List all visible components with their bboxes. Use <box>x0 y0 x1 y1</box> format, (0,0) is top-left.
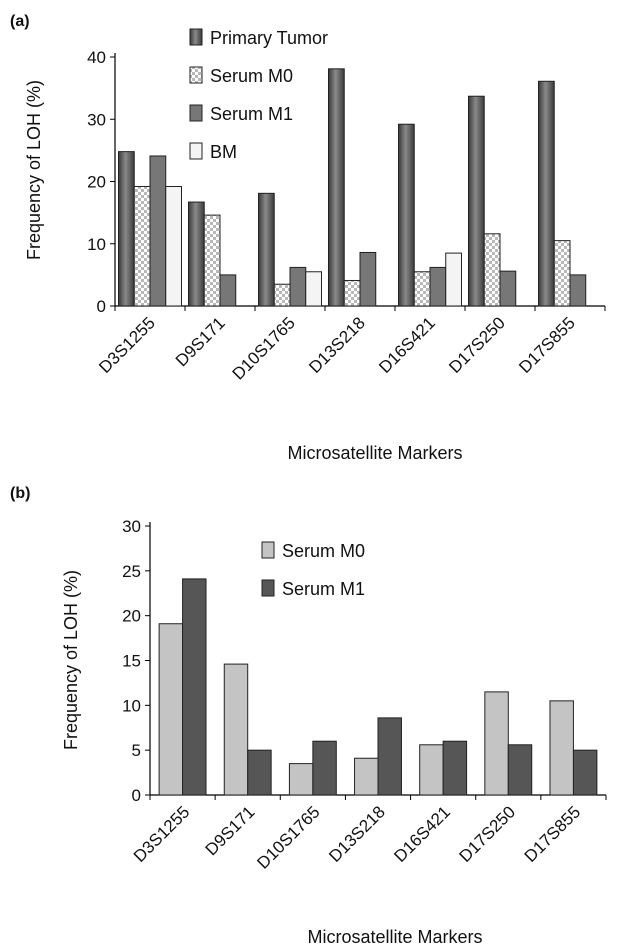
y-axis-title-b: Frequency of LOH (%) <box>61 570 81 750</box>
bar-primary-tumor-d9s171 <box>188 201 205 307</box>
bar-primary-tumor-d17s855 <box>538 80 555 307</box>
panel-label-b: (b) <box>10 485 30 502</box>
bar-serum-m1-d13s218 <box>359 251 377 307</box>
x-tick-label: D13S218 <box>305 313 369 377</box>
bar-serum-m0-d3s1255 <box>133 185 151 307</box>
bar-serum-m0-d17s855 <box>549 700 574 796</box>
bar-primary-tumor-d10s1765 <box>258 192 275 307</box>
bar-serum-m1-d16s421 <box>429 266 447 307</box>
bar-bm-d3s1255 <box>165 185 182 307</box>
x-tick-label: D10S1765 <box>253 802 323 872</box>
legend-swatch <box>189 104 203 122</box>
legend-swatch <box>261 579 275 597</box>
bar-serum-m1-d3s1255 <box>149 155 167 307</box>
legend-label: Serum M0 <box>282 541 365 561</box>
legend-label: Serum M1 <box>210 104 293 124</box>
y-tick-label: 30 <box>122 517 141 536</box>
bar-serum-m1-d16s421 <box>442 740 468 796</box>
x-tick-label: D16S421 <box>390 802 454 866</box>
bar-bm-d16s421 <box>445 252 462 307</box>
legend-label: BM <box>210 142 237 162</box>
chart-panel-b: (b) Frequency of LOH (%) Microsatellite … <box>10 485 607 947</box>
bar-serum-m0-d16s421 <box>419 744 444 796</box>
y-axis-title-a: Frequency of LOH (%) <box>24 80 44 260</box>
bar-serum-m1-d9s171 <box>247 749 272 796</box>
y-tick-label: 0 <box>97 297 106 316</box>
x-tick-label: D13S218 <box>325 802 389 866</box>
legend-swatch <box>261 541 275 559</box>
x-tick-label: D17S250 <box>456 802 520 866</box>
bar-serum-m1-d17s855 <box>569 274 587 307</box>
bar-serum-m1-d10s1765 <box>312 740 337 796</box>
bar-serum-m1-d3s1255 <box>182 578 207 796</box>
legend-label: Serum M1 <box>282 579 365 599</box>
bar-serum-m1-d9s171 <box>219 274 237 307</box>
bar-serum-m0-d10s1765 <box>288 763 314 796</box>
legend-swatch <box>189 28 203 46</box>
y-tick-label: 20 <box>122 607 141 626</box>
x-axis-title-b: Microsatellite Markers <box>307 927 482 947</box>
bar-serum-m0-d10s1765 <box>273 283 291 307</box>
y-tick-label: 0 <box>132 786 141 805</box>
legend-swatch <box>189 142 203 160</box>
plot-area-a: 0 10 20 30 40 D3S1255 D9S171 D10S1765 D13S218 D16… <box>87 48 606 384</box>
bar-serum-m1-d17s250 <box>499 270 517 307</box>
y-tick-label: 15 <box>122 652 141 671</box>
x-tick-label: D9S171 <box>172 313 229 370</box>
bar-serum-m0-d13s218 <box>343 279 361 307</box>
bar-serum-m0-d13s218 <box>354 757 379 796</box>
x-tick-label: D17S250 <box>445 313 509 377</box>
bar-serum-m0-d9s171 <box>203 214 221 307</box>
bar-serum-m0-d17s855 <box>553 240 571 307</box>
legend-b: Serum M0 Serum M1 <box>261 541 365 599</box>
x-tick-label: D17S855 <box>521 802 585 866</box>
bar-serum-m1-d10s1765 <box>289 266 307 307</box>
bar-serum-m0-d9s171 <box>223 663 249 796</box>
y-tick-label: 5 <box>132 741 141 760</box>
legend-label: Primary Tumor <box>210 28 328 48</box>
legend-swatch <box>189 66 203 84</box>
chart-panel-a: (a) Frequency of LOH (%) Microsatellite … <box>10 13 606 463</box>
x-tick-label: D9S171 <box>202 802 259 859</box>
x-axis-title-a: Microsatellite Markers <box>287 443 462 463</box>
bar-serum-m0-d17s250 <box>483 233 501 307</box>
x-tick-label: D10S1765 <box>229 313 299 383</box>
bar-serum-m0-d16s421 <box>413 271 431 307</box>
legend-a: Primary Tumor Serum M0 Serum M1 BM <box>189 28 328 162</box>
x-tick-label: D3S1255 <box>130 802 194 866</box>
bar-serum-m1-d17s855 <box>572 749 598 796</box>
y-tick-label: 25 <box>122 562 141 581</box>
x-tick-label: D17S855 <box>515 313 579 377</box>
bar-primary-tumor-d3s1255 <box>118 151 135 307</box>
y-tick-label: 20 <box>87 173 106 192</box>
bar-serum-m1-d13s218 <box>377 717 402 796</box>
bar-serum-m1-d17s250 <box>507 744 533 796</box>
bar-bm-d10s1765 <box>305 271 322 307</box>
bar-primary-tumor-d13s218 <box>328 68 345 307</box>
y-tick-label: 10 <box>87 235 106 254</box>
bar-primary-tumor-d17s250 <box>468 95 485 307</box>
y-tick-label: 40 <box>87 48 106 67</box>
x-tick-label: D3S1255 <box>95 313 159 377</box>
y-tick-label: 10 <box>122 696 141 715</box>
panel-label-a: (a) <box>10 13 30 30</box>
legend-label: Serum M0 <box>210 66 293 86</box>
bar-primary-tumor-d16s421 <box>398 123 415 307</box>
y-tick-label: 30 <box>87 110 106 129</box>
bar-serum-m0-d17s250 <box>484 691 509 796</box>
x-tick-label: D16S421 <box>375 313 439 377</box>
bar-serum-m0-d3s1255 <box>158 623 184 796</box>
